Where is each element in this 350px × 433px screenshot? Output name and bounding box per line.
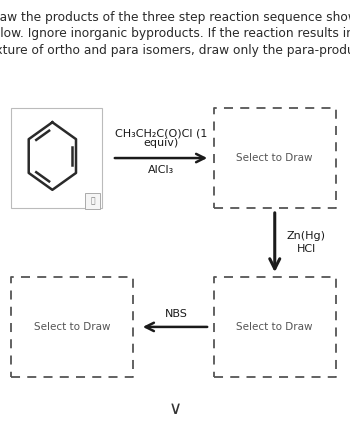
Text: mixture of ortho and para isomers, draw only the para-product.: mixture of ortho and para isomers, draw … [0, 44, 350, 57]
Text: NBS: NBS [165, 309, 188, 319]
Text: ∨: ∨ [168, 400, 182, 418]
Text: AlCl₃: AlCl₃ [148, 165, 174, 175]
Bar [10, 108, 102, 208]
Text: equiv): equiv) [144, 138, 178, 148]
Text: CH₃CH₂C(O)Cl (1: CH₃CH₂C(O)Cl (1 [115, 128, 207, 139]
Text: Select to Draw: Select to Draw [237, 153, 313, 163]
Text: 🔍: 🔍 [90, 196, 95, 205]
Bar [214, 108, 336, 208]
Text: Select to Draw: Select to Draw [237, 322, 313, 332]
Text: Zn(Hg): Zn(Hg) [287, 231, 326, 241]
Text: Draw the products of the three step reaction sequence shown: Draw the products of the three step reac… [0, 11, 350, 24]
Text: HCl: HCl [297, 244, 316, 254]
Bar [214, 277, 336, 377]
Text: below. Ignore inorganic byproducts. If the reaction results in a: below. Ignore inorganic byproducts. If t… [0, 27, 350, 40]
Text: Select to Draw: Select to Draw [34, 322, 110, 332]
Bar [85, 193, 100, 209]
Bar [10, 277, 133, 377]
